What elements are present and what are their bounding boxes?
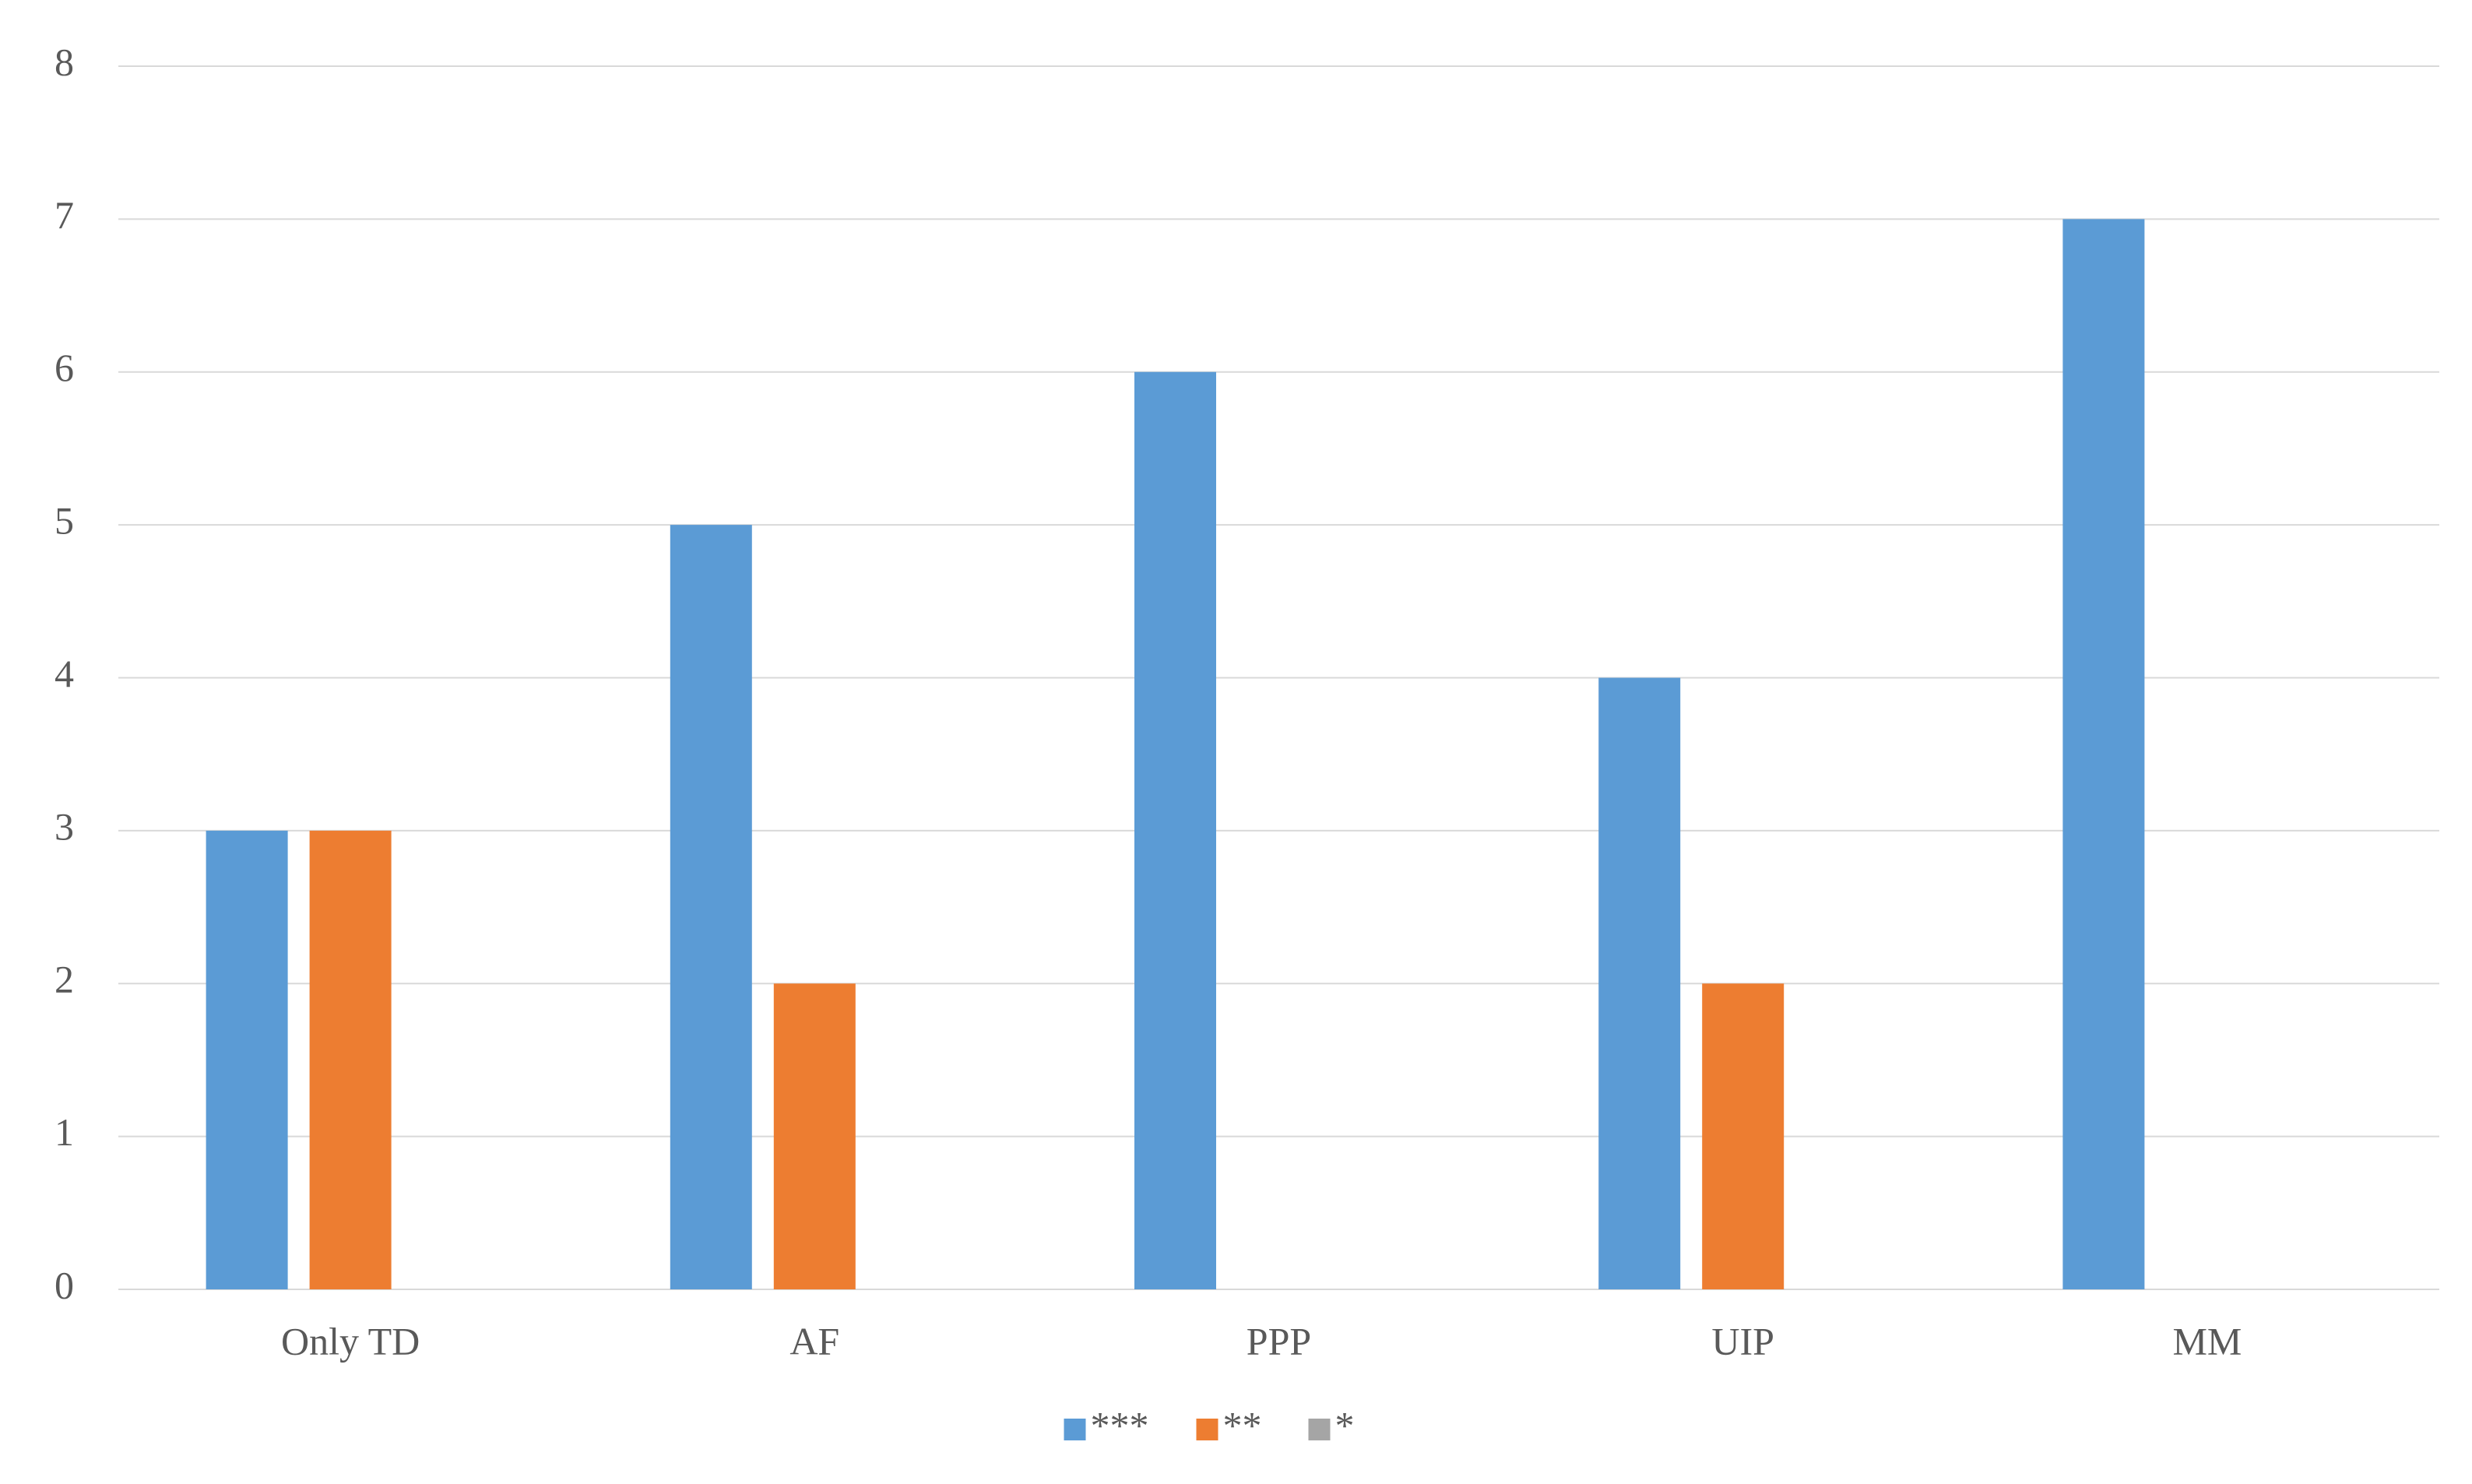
y-tick-label: 1 xyxy=(55,1110,74,1154)
x-tick-label: AF xyxy=(789,1319,839,1363)
x-tick-label: MM xyxy=(2172,1319,2242,1363)
legend-label: * xyxy=(1335,1403,1355,1447)
bar xyxy=(1598,677,1681,1289)
bar xyxy=(1702,983,1785,1289)
y-tick-label: 8 xyxy=(55,40,74,83)
bar xyxy=(773,983,856,1289)
x-tick-label: Only TD xyxy=(281,1319,420,1363)
legend-swatch xyxy=(1196,1419,1218,1440)
bar xyxy=(2062,219,2145,1289)
y-tick-label: 0 xyxy=(55,1263,74,1306)
legend-swatch xyxy=(1064,1419,1086,1440)
y-tick-label: 5 xyxy=(55,499,74,543)
bar xyxy=(1134,371,1216,1289)
bar xyxy=(206,830,288,1289)
y-tick-label: 4 xyxy=(55,652,74,695)
y-tick-label: 6 xyxy=(55,346,74,389)
y-tick-label: 7 xyxy=(55,193,74,237)
legend-label: ** xyxy=(1223,1403,1262,1447)
x-tick-label: PPP xyxy=(1247,1319,1311,1363)
x-tick-label: UIP xyxy=(1711,1319,1774,1363)
legend-swatch xyxy=(1308,1419,1331,1440)
bar xyxy=(670,525,752,1289)
bar xyxy=(309,830,392,1289)
legend-label: *** xyxy=(1091,1403,1149,1447)
y-tick-label: 3 xyxy=(55,804,74,848)
y-tick-label: 2 xyxy=(55,958,74,1001)
